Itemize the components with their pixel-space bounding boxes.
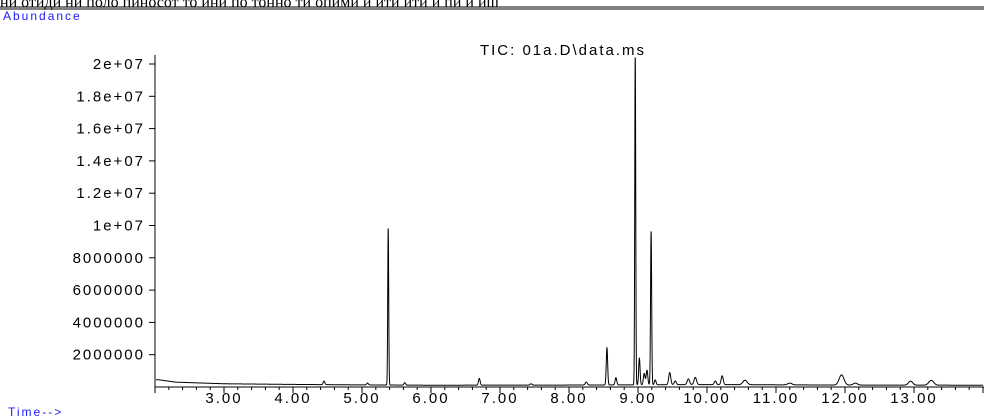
y-tick-label: 1.2e+07: [76, 185, 145, 202]
y-tick-label: 1.6e+07: [76, 121, 145, 138]
y-tick-label: 1.8e+07: [76, 88, 145, 105]
tic-trace-line: [156, 57, 983, 386]
x-tick-label: 9.00: [619, 390, 656, 407]
x-tick-label: 12.00: [821, 390, 869, 407]
x-tick-label: 4.00: [274, 390, 311, 407]
x-tick-label: 6.00: [412, 390, 449, 407]
x-axis-title: Time-->: [8, 405, 63, 419]
x-tick-label: 8.00: [550, 390, 587, 407]
y-tick-label: 1.4e+07: [76, 153, 145, 170]
x-axis-ticks: 3.00 4.00 5.00 6.00 7.00 8.00 9.00 10.00 11.00 12…: [154, 387, 984, 407]
x-tick-label: 13.00: [890, 390, 938, 407]
x-tick-label: 3.00: [205, 390, 242, 407]
x-tick-label: 5.00: [343, 390, 380, 407]
y-axis-ticks: 2000000 4000000 6000000 8000000 1e+07 1.2e+07…: [73, 56, 155, 364]
y-tick-label: 8000000: [73, 250, 145, 267]
y-tick-label: 2e+07: [93, 56, 145, 73]
y-tick-label: 4000000: [73, 314, 145, 331]
y-tick-label: 1e+07: [93, 218, 145, 235]
cropped-header-text: ни отиди ни поло пиносот то ини по тонно…: [0, 0, 500, 11]
y-tick-label: 2000000: [73, 347, 145, 364]
chart-title: TIC: 01a.D\data.ms: [480, 42, 646, 59]
y-tick-label: 6000000: [73, 282, 145, 299]
x-tick-label: 7.00: [481, 390, 518, 407]
y-axis-title: Abundance: [3, 9, 82, 23]
x-tick-label: 11.00: [753, 390, 799, 407]
x-tick-label: 10.00: [683, 390, 731, 407]
